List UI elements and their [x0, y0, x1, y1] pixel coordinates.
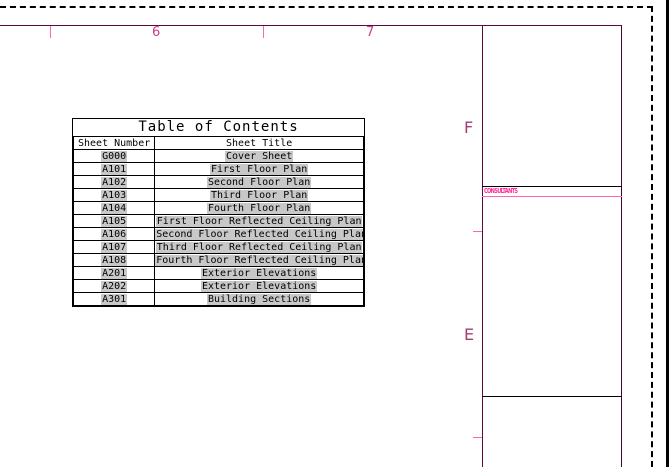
toc-sheet-number-text: A107	[101, 241, 128, 253]
toc-cell-sheet-title[interactable]: Second Floor Plan	[154, 175, 364, 189]
zone-tick-0	[473, 231, 482, 232]
toc-sheet-number-text: A105	[101, 215, 128, 227]
grid-tick-1	[263, 26, 264, 38]
titleblock-rule-black-1	[482, 396, 622, 397]
table-row[interactable]: A101 First Floor Plan	[72, 162, 364, 176]
toc-title-row: Table of Contents	[73, 119, 364, 137]
window-right-edge	[666, 0, 669, 467]
zone-letter-E: E	[464, 325, 475, 344]
toc-sheet-number-text: A102	[101, 176, 128, 188]
toc-sheet-title-text: First Floor Reflected Ceiling Plan	[155, 215, 363, 227]
toc-sheet-title-text: Second Floor Plan	[206, 176, 312, 188]
toc-cell-sheet-number[interactable]: A103	[72, 188, 156, 202]
toc-sheet-number-text: A104	[101, 202, 128, 214]
toc-sheet-number-text: A301	[101, 293, 128, 305]
zone-tick-1	[473, 437, 482, 438]
toc-cell-sheet-number[interactable]: A105	[72, 214, 156, 228]
table-row[interactable]: G000 Cover Sheet	[72, 149, 364, 163]
toc-sheet-number-text: A201	[101, 267, 128, 279]
table-row[interactable]: A301 Building Sections	[72, 292, 364, 306]
table-row[interactable]: A103 Third Floor Plan	[72, 188, 364, 202]
toc-cell-sheet-number[interactable]: G000	[72, 149, 156, 163]
toc-cell-sheet-title[interactable]: Building Sections	[154, 292, 364, 306]
toc-cell-sheet-number[interactable]: A102	[72, 175, 156, 189]
toc-cell-sheet-title[interactable]: Fourth Floor Reflected Ceiling Plan	[154, 253, 364, 267]
toc-column-header-sheet-number: Sheet Number	[72, 136, 156, 150]
toc-cell-sheet-title[interactable]: Third Floor Reflected Ceiling Plan	[154, 240, 364, 254]
toc-cell-sheet-title[interactable]: First Floor Plan	[154, 162, 364, 176]
toc-sheet-title-text: Building Sections	[206, 293, 312, 305]
toc-sheet-number-text: G000	[101, 150, 128, 162]
toc-sheet-title-text: Exterior Elevations	[200, 267, 318, 279]
table-row[interactable]: A105 First Floor Reflected Ceiling Plan	[72, 214, 364, 228]
toc-cell-sheet-number[interactable]: A108	[72, 253, 156, 267]
toc-cell-sheet-title[interactable]: First Floor Reflected Ceiling Plan	[154, 214, 364, 228]
toc-cell-sheet-title[interactable]: Exterior Elevations	[154, 266, 364, 280]
toc-cell-sheet-number[interactable]: A106	[72, 227, 156, 241]
zone-letter-F: F	[464, 118, 474, 137]
toc-column-header-sheet-title: Sheet Title	[154, 136, 364, 150]
toc-cell-sheet-number[interactable]: A104	[72, 201, 156, 215]
toc-sheet-number-text: A106	[101, 228, 128, 240]
toc-header-row: Sheet Number Sheet Title	[72, 136, 364, 150]
toc-table[interactable]: Table of Contents Sheet Number Sheet Title…	[72, 119, 364, 306]
table-row[interactable]: A104 Fourth Floor Plan	[72, 201, 364, 215]
grid-label-7: 7	[366, 25, 375, 40]
sheet-border-right	[621, 25, 622, 467]
titleblock-divider	[482, 25, 483, 467]
toc-sheet-title-text: Cover Sheet	[225, 150, 294, 162]
toc-sheet-number-text: A103	[101, 189, 128, 201]
table-row[interactable]: A106 Second Floor Reflected Ceiling Plan	[72, 227, 364, 241]
table-row[interactable]: A108 Fourth Floor Reflected Ceiling Plan	[72, 253, 364, 267]
toc-cell-sheet-title[interactable]: Second Floor Reflected Ceiling Plan	[154, 227, 364, 241]
titleblock-rule-black-0	[482, 186, 622, 187]
toc-sheet-title-text: Exterior Elevations	[200, 280, 318, 292]
toc-title: Table of Contents	[73, 119, 364, 137]
toc-sheet-title-text: Fourth Floor Reflected Ceiling Plan	[155, 254, 363, 266]
toc-cell-sheet-title[interactable]: Exterior Elevations	[154, 279, 364, 293]
table-row[interactable]: A202 Exterior Elevations	[72, 279, 364, 293]
toc-sheet-title-text: First Floor Plan	[209, 163, 309, 175]
toc-sheet-title-text: Fourth Floor Plan	[206, 202, 312, 214]
table-row[interactable]: A107 Third Floor Reflected Ceiling Plan	[72, 240, 364, 254]
toc-sheet-number-text: A108	[101, 254, 128, 266]
toc-sheet-number-text: A101	[101, 163, 128, 175]
toc-cell-sheet-number[interactable]: A301	[72, 292, 156, 306]
toc-cell-sheet-title[interactable]: Cover Sheet	[154, 149, 364, 163]
titleblock-consultants-label: CONSULTANTS	[484, 187, 518, 195]
toc-cell-sheet-number[interactable]: A202	[72, 279, 156, 293]
table-row[interactable]: A201 Exterior Elevations	[72, 266, 364, 280]
toc-cell-sheet-title[interactable]: Third Floor Plan	[154, 188, 364, 202]
toc-cell-sheet-number[interactable]: A201	[72, 266, 156, 280]
toc-sheet-title-text: Third Floor Plan	[209, 189, 309, 201]
table-row[interactable]: A102 Second Floor Plan	[72, 175, 364, 189]
grid-tick-0	[50, 26, 51, 38]
viewport-dashed-boundary-top	[0, 6, 653, 8]
toc-cell-sheet-number[interactable]: A107	[72, 240, 156, 254]
toc-sheet-title-text: Third Floor Reflected Ceiling Plan	[155, 241, 363, 253]
sheet-border-top	[0, 25, 622, 26]
toc-sheet-number-text: A202	[101, 280, 128, 292]
toc-cell-sheet-title[interactable]: Fourth Floor Plan	[154, 201, 364, 215]
toc-cell-sheet-number[interactable]: A101	[72, 162, 156, 176]
titleblock-rule-pink-0	[482, 196, 622, 197]
toc-sheet-title-text: Second Floor Reflected Ceiling Plan	[155, 228, 363, 240]
grid-label-6: 6	[152, 25, 161, 40]
table-of-contents[interactable]: Table of Contents Sheet Number Sheet Title…	[72, 118, 365, 307]
viewport-dashed-boundary-right	[651, 6, 653, 467]
